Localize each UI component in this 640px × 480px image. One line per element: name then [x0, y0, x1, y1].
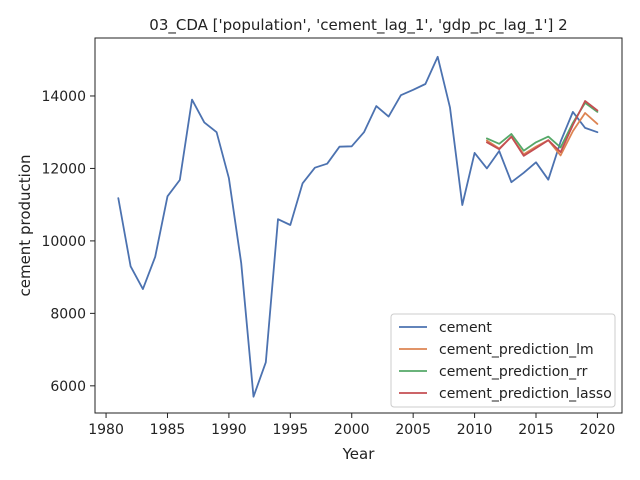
legend-label: cement_prediction_rr — [439, 364, 588, 380]
y-tick-label: 6000 — [50, 379, 86, 395]
y-axis: 6000 8000 10000 12000 14000 — [41, 89, 95, 395]
plot-frame — [94, 37, 623, 414]
y-tick-label: 10000 — [41, 234, 86, 250]
x-axis-label: Year — [342, 445, 376, 463]
legend: cement cement_prediction_lm cement_predict… — [390, 313, 616, 408]
chart-title: 03_CDA ['population', 'cement_lag_1', 'g… — [149, 16, 567, 35]
x-tick-label: 1995 — [273, 422, 309, 438]
x-tick-label: 1990 — [211, 422, 247, 438]
x-axis: 1980 1985 1990 1995 2000 2005 2010 2015 2020 — [88, 413, 615, 438]
x-tick-label: 2005 — [395, 422, 431, 438]
y-tick-label: 14000 — [41, 89, 86, 105]
legend-box — [390, 313, 616, 408]
series-line-cement — [117, 55, 599, 398]
x-tick-label: 2015 — [518, 422, 554, 438]
x-tick-label: 2020 — [580, 422, 616, 438]
x-tick-label: 2000 — [334, 422, 370, 438]
legend-label: cement — [439, 320, 492, 336]
series-line-cement-prediction-lasso — [485, 100, 599, 157]
x-tick-label: 1980 — [88, 422, 124, 438]
x-tick-label: 1985 — [150, 422, 186, 438]
y-tick-label: 12000 — [41, 161, 86, 177]
x-tick-label: 2010 — [457, 422, 493, 438]
legend-label: cement_prediction_lasso — [439, 386, 612, 402]
legend-label: cement_prediction_lm — [439, 342, 594, 358]
y-axis-label: cement production — [16, 154, 34, 296]
y-tick-label: 8000 — [50, 306, 86, 322]
plot-lines — [117, 55, 599, 398]
